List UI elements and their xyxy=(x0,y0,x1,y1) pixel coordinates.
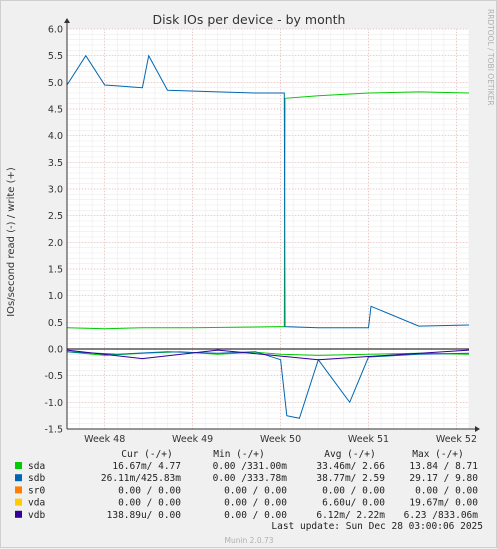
y-axis-arrow xyxy=(64,18,70,23)
y-tick-label: 4.0 xyxy=(48,131,63,142)
legend-min-value: 0.00 / 0.00 xyxy=(224,498,287,509)
legend-swatch xyxy=(15,510,22,518)
legend-min-value: 0.00 / 0.00 xyxy=(224,510,287,521)
y-ticks: 6.0 5.5 5.0 4.5 4.0 3.5 3.0 2.5 2.0 1.5 1.0 0.5 0.0 -… xyxy=(44,25,63,436)
legend-cur-value: 138.89u/ 0.00 xyxy=(107,510,182,521)
y-tick-label: 3.5 xyxy=(48,158,63,169)
y-tick-label: 3.0 xyxy=(48,185,63,196)
last-update: Last update: Sun Dec 28 03:00:06 2025 xyxy=(271,521,483,532)
y-tick-label: 4.5 xyxy=(48,105,63,116)
legend-row-sda: sda 16.67m/ 4.77 0.00 /331.00m 33.46m/ 2.66… xyxy=(15,461,478,472)
legend-max-value: 13.84 / 8.71 xyxy=(409,461,478,472)
legend-avg-value: 38.77m/ 2.59 xyxy=(316,473,385,484)
legend-min-value: 0.00 /333.78m xyxy=(213,473,288,484)
x-tick-label: Week 49 xyxy=(172,434,213,445)
legend: Cur (-/+) Min (-/+) Avg (-/+) Max (-/+) … xyxy=(15,449,478,521)
legend-rows: sda 16.67m/ 4.77 0.00 /331.00m 33.46m/ 2.66… xyxy=(15,461,478,521)
x-tick-label: Week 48 xyxy=(84,434,125,445)
legend-cur-value: 0.00 / 0.00 xyxy=(118,498,181,509)
legend-header-avg: Avg (-/+) xyxy=(324,449,375,460)
legend-max-value: 6.23 /833.06m xyxy=(404,510,479,521)
axes xyxy=(64,18,480,432)
legend-swatch xyxy=(15,462,22,469)
legend-row-vda: vda 0.00 / 0.00 0.00 / 0.00 6.60u/ 0.00 19.6… xyxy=(15,498,478,509)
footer-version: Munin 2.0.73 xyxy=(224,536,273,545)
x-tick-label: Week 51 xyxy=(348,434,389,445)
legend-swatch xyxy=(15,498,22,506)
legend-row-sr0: sr0 0.00 / 0.00 0.00 / 0.00 0.00 / 0.00 0.00… xyxy=(15,485,478,496)
series-vdb-read xyxy=(66,349,470,361)
y-tick-label: 0.0 xyxy=(48,345,63,356)
y-tick-label: 6.0 xyxy=(48,25,63,36)
legend-swatch xyxy=(15,474,22,482)
legend-avg-value: 33.46m/ 2.66 xyxy=(316,461,385,472)
chart-title: Disk IOs per device - by month xyxy=(153,12,346,27)
y-tick-label: 0.5 xyxy=(48,318,63,329)
y-tick-label: 5.5 xyxy=(48,51,63,62)
legend-avg-value: 0.00 / 0.00 xyxy=(322,485,385,496)
legend-row-sdb: sdb 26.11m/425.83m 0.00 /333.78m 38.77m/ 2.… xyxy=(15,473,478,484)
legend-avg-value: 6.60u/ 0.00 xyxy=(322,498,385,509)
legend-header-max: Max (-/+) xyxy=(412,449,463,460)
legend-max-value: 29.17 / 9.80 xyxy=(409,473,478,484)
legend-min-value: 0.00 / 0.00 xyxy=(224,485,287,496)
legend-series-name: sr0 xyxy=(28,485,45,496)
y-tick-label: 1.5 xyxy=(48,265,63,276)
legend-cur-value: 16.67m/ 4.77 xyxy=(112,461,181,472)
y-tick-label: 2.5 xyxy=(48,211,63,222)
x-ticks: Week 48 Week 49 Week 50 Week 51 Week 52 xyxy=(84,434,477,445)
legend-series-name: sda xyxy=(28,461,45,472)
y-tick-label: -1.0 xyxy=(44,398,63,409)
legend-min-value: 0.00 /331.00m xyxy=(213,461,288,472)
x-tick-label: Week 52 xyxy=(436,434,477,445)
legend-header-cur: Cur (-/+) xyxy=(121,449,172,460)
x-tick-label: Week 50 xyxy=(260,434,301,445)
grid xyxy=(66,28,470,430)
rrdtool-label: RRDTOOL / TOBI OETIKER xyxy=(486,9,495,106)
y-tick-label: -0.5 xyxy=(44,371,63,382)
series-sdb-write xyxy=(66,54,470,329)
legend-row-vdb: vdb 138.89u/ 0.00 0.00 / 0.00 6.12m/ 2.22m 6… xyxy=(15,510,478,521)
y-tick-label: 2.0 xyxy=(48,238,63,249)
y-tick-label: 1.0 xyxy=(48,291,63,302)
series-sda-write xyxy=(66,91,470,330)
legend-swatch xyxy=(15,486,22,494)
y-axis-label: IOs/second read (-) / write (+) xyxy=(6,167,17,317)
legend-max-value: 19.67m/ 0.00 xyxy=(409,498,478,509)
y-tick-label: 5.0 xyxy=(48,78,63,89)
legend-series-name: vdb xyxy=(28,510,45,521)
legend-header-min: Min (-/+) xyxy=(213,449,264,460)
legend-avg-value: 6.12m/ 2.22m xyxy=(316,510,385,521)
legend-max-value: 0.00 / 0.00 xyxy=(415,485,478,496)
legend-series-name: sdb xyxy=(28,473,45,484)
y-tick-label: -1.5 xyxy=(44,425,63,436)
legend-cur-value: 0.00 / 0.00 xyxy=(118,485,181,496)
x-axis-arrow xyxy=(475,426,480,432)
legend-cur-value: 26.11m/425.83m xyxy=(101,473,181,484)
legend-series-name: vda xyxy=(28,498,45,509)
